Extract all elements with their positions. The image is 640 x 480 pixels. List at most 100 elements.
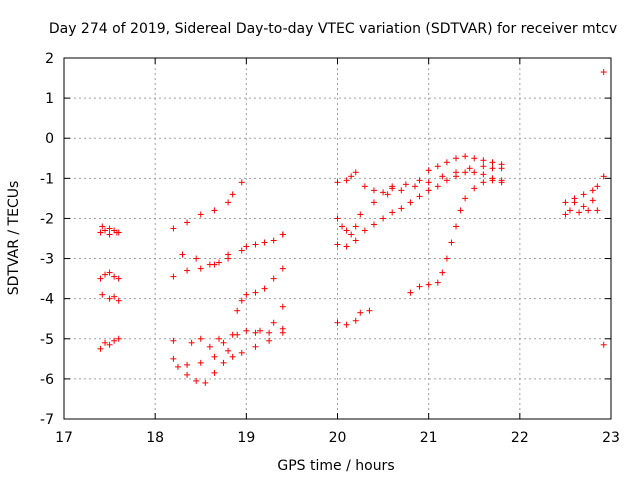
data-point	[97, 275, 104, 282]
data-point	[361, 183, 368, 190]
data-point	[279, 329, 286, 336]
data-point	[225, 255, 232, 262]
data-point	[188, 339, 195, 346]
data-point	[425, 179, 432, 186]
data-point	[562, 211, 569, 218]
data-point	[357, 309, 364, 316]
data-point	[220, 339, 227, 346]
data-point	[425, 281, 432, 288]
data-point	[352, 169, 359, 176]
data-point	[215, 335, 222, 342]
data-point	[366, 307, 373, 314]
y-tick-label: -6	[40, 372, 54, 388]
data-point	[594, 207, 601, 214]
data-point	[184, 267, 191, 274]
data-point	[106, 225, 113, 232]
data-point	[170, 337, 177, 344]
data-point	[106, 231, 113, 238]
y-tick-label: -7	[40, 412, 54, 428]
data-point	[111, 293, 118, 300]
data-point	[453, 155, 460, 162]
data-point	[243, 327, 250, 334]
data-point	[115, 275, 122, 282]
data-point	[238, 349, 245, 356]
data-point	[462, 153, 469, 160]
data-point	[589, 197, 596, 204]
data-point	[398, 205, 405, 212]
data-point	[225, 199, 232, 206]
data-point	[252, 241, 259, 248]
data-point	[443, 177, 450, 184]
data-point	[348, 231, 355, 238]
data-point	[489, 177, 496, 184]
data-point	[206, 343, 213, 350]
y-tick-label: 0	[45, 131, 54, 147]
data-point	[576, 209, 583, 216]
data-point	[339, 223, 346, 230]
data-point	[234, 331, 241, 338]
data-point	[416, 177, 423, 184]
data-point	[266, 337, 273, 344]
data-point	[398, 187, 405, 194]
x-tick-label: 23	[602, 430, 620, 446]
data-point	[279, 265, 286, 272]
data-point	[111, 273, 118, 280]
data-point	[270, 319, 277, 326]
data-point	[489, 165, 496, 172]
data-point	[243, 291, 250, 298]
data-point	[348, 173, 355, 180]
data-point	[113, 229, 120, 236]
data-point	[334, 319, 341, 326]
data-point	[462, 169, 469, 176]
chart-title: Day 274 of 2019, Sidereal Day-to-day VTE…	[49, 21, 617, 37]
data-point	[197, 211, 204, 218]
data-point	[111, 337, 118, 344]
y-tick-label: -1	[40, 171, 54, 187]
data-point	[600, 69, 607, 76]
data-point	[384, 191, 391, 198]
data-point	[270, 275, 277, 282]
data-point	[334, 179, 341, 186]
data-point	[389, 209, 396, 216]
x-tick-label: 20	[329, 430, 347, 446]
data-point	[343, 227, 350, 234]
data-point	[425, 187, 432, 194]
data-point	[589, 187, 596, 194]
data-point	[439, 269, 446, 276]
data-point	[170, 273, 177, 280]
data-point	[211, 261, 218, 268]
data-point	[571, 199, 578, 206]
data-point	[266, 329, 273, 336]
data-point	[102, 271, 109, 278]
data-point	[562, 199, 569, 206]
y-tick-label: 2	[45, 51, 54, 67]
data-point	[407, 289, 414, 296]
data-point	[252, 289, 259, 296]
data-point	[480, 171, 487, 178]
data-point	[416, 283, 423, 290]
x-axis-label: GPS time / hours	[277, 458, 394, 474]
data-point	[211, 207, 218, 214]
data-point	[434, 279, 441, 286]
y-tick-label: -5	[40, 332, 54, 348]
data-point	[279, 231, 286, 238]
data-point	[97, 229, 104, 236]
data-point	[416, 193, 423, 200]
data-point	[352, 237, 359, 244]
data-point	[448, 239, 455, 246]
data-point	[238, 179, 245, 186]
data-point	[243, 243, 250, 250]
data-point	[215, 259, 222, 266]
data-point	[211, 369, 218, 376]
ticks: 17 18 19 20 21 22 23 -7 -6 -5 -4 -3 -2 -1 0 1 2	[40, 51, 620, 446]
data-point	[434, 163, 441, 170]
data-point	[480, 163, 487, 170]
data-point	[480, 179, 487, 186]
data-point	[211, 353, 218, 360]
data-point	[402, 181, 409, 188]
data-point	[352, 317, 359, 324]
data-point	[170, 225, 177, 232]
x-tick-label: 21	[420, 430, 438, 446]
x-tick-label: 18	[146, 430, 164, 446]
data-point	[480, 157, 487, 164]
